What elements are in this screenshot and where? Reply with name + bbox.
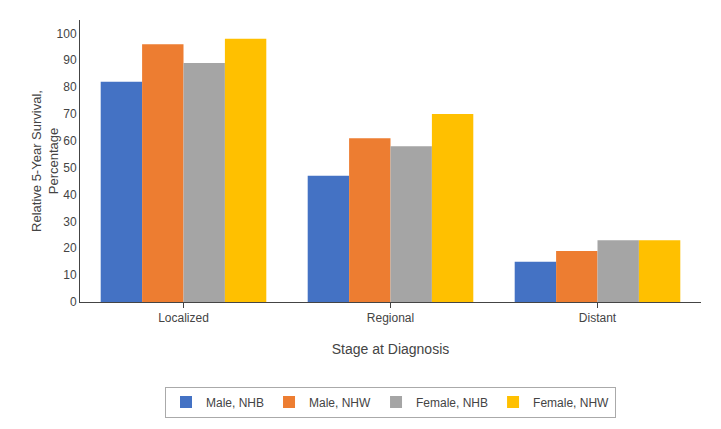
svg-text:Female, NHB: Female, NHB [416,396,488,410]
svg-text:Female, NHW: Female, NHW [533,396,609,410]
svg-text:80: 80 [63,80,77,94]
svg-text:Regional: Regional [367,311,414,325]
svg-text:70: 70 [63,107,77,121]
svg-text:0: 0 [70,295,77,309]
svg-text:90: 90 [63,53,77,67]
svg-text:Relative 5-Year Survival,Perce: Relative 5-Year Survival,Percentage [29,90,61,232]
svg-text:Male, NHW: Male, NHW [309,396,371,410]
svg-text:20: 20 [63,241,77,255]
svg-text:Localized: Localized [158,311,209,325]
svg-text:40: 40 [63,188,77,202]
svg-text:10: 10 [63,268,77,282]
svg-text:Stage at Diagnosis: Stage at Diagnosis [332,341,450,357]
svg-text:100: 100 [57,27,77,41]
svg-text:Male, NHB: Male, NHB [206,396,264,410]
svg-text:30: 30 [63,215,77,229]
svg-text:60: 60 [63,134,77,148]
svg-text:Distant: Distant [579,311,617,325]
svg-text:50: 50 [63,161,77,175]
